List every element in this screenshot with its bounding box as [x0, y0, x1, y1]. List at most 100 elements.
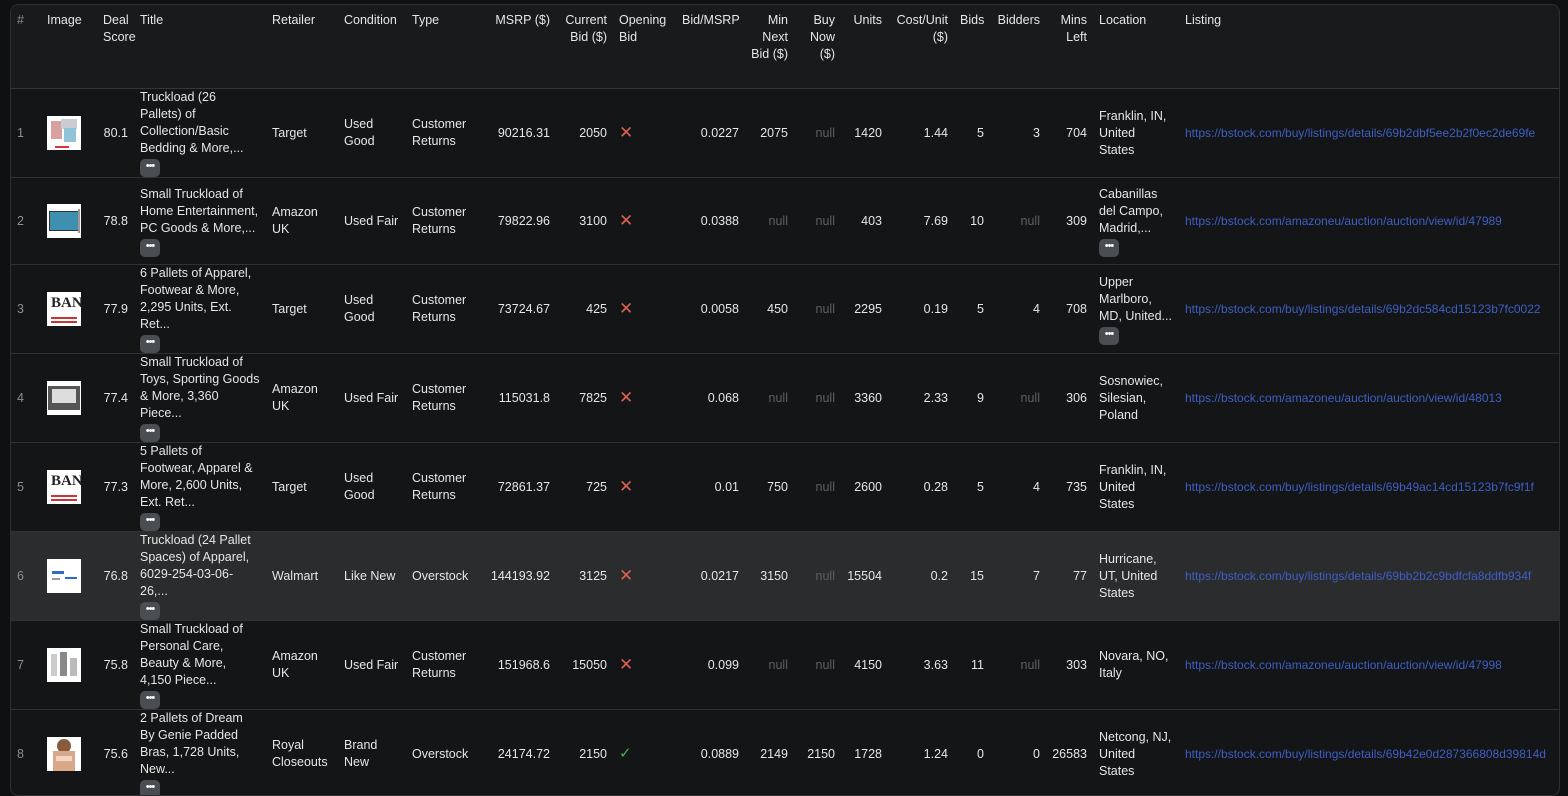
listing-link[interactable]: https://bstock.com/amazoneu/auction/auct…	[1185, 214, 1502, 228]
bid-msrp: 0.01	[676, 443, 745, 532]
row-index: 5	[11, 443, 41, 532]
column-header-current-bid[interactable]: Current Bid ($)	[556, 5, 613, 89]
item-thumbnail[interactable]	[47, 116, 81, 150]
item-title: Truckload (26 Pallets) of Collection/Bas…	[140, 89, 260, 157]
column-header-cost-unit[interactable]: Cost/Unit ($)	[888, 5, 954, 89]
column-header-image[interactable]: Image	[41, 5, 97, 89]
row-index: 7	[11, 621, 41, 710]
thumbnail-cell	[41, 710, 97, 796]
column-header-units[interactable]: Units	[841, 5, 888, 89]
column-header-index[interactable]: #	[11, 5, 41, 89]
thumbnail-cell	[41, 89, 97, 178]
type: Overstock	[406, 710, 476, 796]
title-cell: Small Truckload of Personal Care, Beauty…	[134, 621, 266, 710]
thumbnail-cell	[41, 621, 97, 710]
expand-more-button[interactable]: •••	[140, 780, 160, 796]
bidders: 0	[990, 710, 1046, 796]
item-thumbnail[interactable]: BAN	[47, 470, 81, 504]
item-thumbnail[interactable]	[47, 737, 81, 771]
location-cell: Upper Marlboro, MD, United... •••	[1093, 265, 1179, 354]
expand-more-button[interactable]: •••	[140, 424, 160, 442]
item-thumbnail[interactable]: BAN	[47, 292, 81, 326]
bids: 5	[954, 265, 990, 354]
buy-now: null	[794, 265, 841, 354]
bidders: 4	[990, 443, 1046, 532]
column-header-buy-now[interactable]: Buy Now ($)	[794, 5, 841, 89]
location-cell: Sosnowiec, Silesian, Poland	[1093, 354, 1179, 443]
expand-more-button[interactable]: •••	[140, 691, 160, 709]
units: 1728	[841, 710, 888, 796]
expand-more-button[interactable]: •••	[140, 602, 160, 620]
listing-link[interactable]: https://bstock.com/buy/listings/details/…	[1185, 126, 1535, 140]
listing-link[interactable]: https://bstock.com/buy/listings/details/…	[1185, 747, 1546, 761]
column-header-title[interactable]: Title	[134, 5, 266, 89]
bid-msrp: 0.099	[676, 621, 745, 710]
retailer: Amazon UK	[266, 178, 338, 265]
listing-link[interactable]: https://bstock.com/buy/listings/details/…	[1185, 480, 1534, 494]
column-header-min-next-bid[interactable]: Min Next Bid ($)	[745, 5, 794, 89]
column-header-retailer[interactable]: Retailer	[266, 5, 338, 89]
expand-more-button[interactable]: •••	[140, 159, 160, 177]
column-header-listing[interactable]: Listing	[1179, 5, 1559, 89]
column-header-condition[interactable]: Condition	[338, 5, 406, 89]
deal-score: 75.8	[97, 621, 134, 710]
bids: 15	[954, 532, 990, 621]
bid-msrp: 0.0388	[676, 178, 745, 265]
listing-link[interactable]: https://bstock.com/buy/listings/details/…	[1185, 569, 1531, 583]
item-thumbnail[interactable]	[47, 381, 81, 415]
title-cell: Truckload (26 Pallets) of Collection/Bas…	[134, 89, 266, 178]
cost-per-unit: 7.69	[888, 178, 954, 265]
column-header-mins-left[interactable]: Mins Left	[1046, 5, 1093, 89]
bids: 10	[954, 178, 990, 265]
bid-msrp: 0.0889	[676, 710, 745, 796]
item-thumbnail[interactable]	[47, 559, 81, 593]
opening-bid: ✕	[613, 354, 676, 443]
deal-score: 77.3	[97, 443, 134, 532]
column-header-opening-bid[interactable]: Opening Bid	[613, 5, 676, 89]
column-header-bidders[interactable]: Bidders	[990, 5, 1046, 89]
mins-left: 735	[1046, 443, 1093, 532]
column-header-type[interactable]: Type	[406, 5, 476, 89]
bidders: 3	[990, 89, 1046, 178]
location: Upper Marlboro, MD, United...	[1099, 274, 1173, 325]
expand-more-button[interactable]: •••	[1099, 239, 1119, 257]
min-next-bid: 750	[745, 443, 794, 532]
units: 1420	[841, 89, 888, 178]
column-header-deal-score[interactable]: Deal Score	[97, 5, 134, 89]
cross-icon: ✕	[619, 477, 633, 496]
thumbnail-cell: BAN	[41, 443, 97, 532]
listing-link[interactable]: https://bstock.com/amazoneu/auction/auct…	[1185, 391, 1502, 405]
condition: Used Fair	[338, 621, 406, 710]
expand-more-button[interactable]: •••	[140, 239, 160, 257]
bid-msrp: 0.0058	[676, 265, 745, 354]
title-cell: Small Truckload of Toys, Sporting Goods …	[134, 354, 266, 443]
expand-more-button[interactable]: •••	[140, 513, 160, 531]
type: Customer Returns	[406, 354, 476, 443]
cost-per-unit: 3.63	[888, 621, 954, 710]
column-header-msrp[interactable]: MSRP ($)	[476, 5, 556, 89]
column-header-bids[interactable]: Bids	[954, 5, 990, 89]
expand-more-button[interactable]: •••	[140, 335, 160, 353]
location-cell: Cabanillas del Campo, Madrid,...•••	[1093, 178, 1179, 265]
listing-link[interactable]: https://bstock.com/buy/listings/details/…	[1185, 302, 1541, 316]
min-next-bid: 2075	[745, 89, 794, 178]
expand-more-button[interactable]: •••	[1099, 327, 1119, 345]
column-header-location[interactable]: Location	[1093, 5, 1179, 89]
item-thumbnail[interactable]	[47, 648, 81, 682]
item-thumbnail[interactable]	[47, 204, 81, 238]
listing-link[interactable]: https://bstock.com/amazoneu/auction/auct…	[1185, 658, 1502, 672]
column-header-bid-msrp[interactable]: Bid/MSRP	[676, 5, 745, 89]
listing-cell: https://bstock.com/amazoneu/auction/auct…	[1179, 621, 1559, 710]
cross-icon: ✕	[619, 211, 633, 230]
condition: Used Good	[338, 265, 406, 354]
bids: 5	[954, 89, 990, 178]
